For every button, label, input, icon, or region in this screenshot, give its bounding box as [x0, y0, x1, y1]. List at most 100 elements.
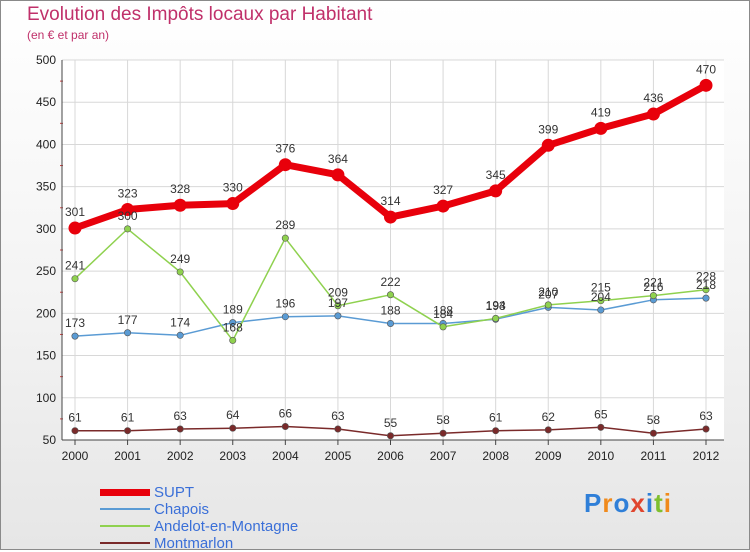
chart-title: Evolution des Impôts locaux par Habitant: [27, 4, 373, 25]
data-point: [229, 336, 237, 344]
data-label: 168: [223, 320, 243, 334]
data-label: 376: [275, 142, 295, 156]
data-point: [334, 312, 342, 320]
data-point: [386, 291, 394, 299]
data-label: 66: [279, 406, 293, 420]
data-point: [492, 427, 500, 435]
data-point: [649, 429, 657, 437]
data-label: 197: [328, 296, 348, 310]
data-label: 327: [433, 183, 453, 197]
x-tick-label: 2012: [693, 449, 720, 463]
data-point: [331, 168, 345, 182]
data-label: 61: [121, 411, 135, 425]
data-point: [68, 221, 82, 235]
data-point: [281, 234, 289, 242]
x-tick-label: 2004: [272, 449, 299, 463]
data-label: 65: [594, 407, 608, 421]
x-tick-label: 2002: [167, 449, 194, 463]
data-point: [649, 292, 657, 300]
y-tick-label: 100: [36, 391, 56, 405]
data-point: [544, 426, 552, 434]
data-label: 61: [68, 411, 82, 425]
legend-label: SUPT: [154, 484, 195, 501]
legend-label: Andelot-en-Montagne: [154, 518, 299, 535]
data-label: 188: [380, 303, 400, 317]
data-point: [281, 313, 289, 321]
data-point: [386, 319, 394, 327]
x-tick-label: 2007: [430, 449, 457, 463]
data-label: 241: [65, 259, 85, 273]
data-point: [597, 423, 605, 431]
x-tick-label: 2005: [325, 449, 352, 463]
data-label: 218: [696, 278, 716, 292]
data-point: [702, 286, 710, 294]
legend-swatch: [100, 542, 150, 544]
data-label: 204: [591, 290, 611, 304]
data-point: [699, 78, 713, 92]
data-label: 249: [170, 252, 190, 266]
data-point: [436, 199, 450, 213]
data-point: [124, 329, 132, 337]
data-label: 61: [489, 411, 503, 425]
x-tick-label: 2003: [219, 449, 246, 463]
data-point: [229, 424, 237, 432]
data-label: 207: [538, 287, 558, 301]
data-label: 174: [170, 315, 190, 329]
data-label: 289: [275, 218, 295, 232]
data-point: [71, 332, 79, 340]
data-label: 196: [275, 297, 295, 311]
legend-label: Montmarlon: [154, 535, 234, 552]
data-point: [594, 121, 608, 135]
data-point: [386, 432, 394, 440]
data-label: 215: [591, 281, 611, 295]
data-point: [281, 422, 289, 430]
data-point: [492, 314, 500, 322]
data-point: [176, 268, 184, 276]
data-label: 55: [384, 416, 398, 430]
data-label: 221: [643, 276, 663, 290]
y-tick-label: 500: [36, 53, 56, 67]
y-tick-label: 400: [36, 137, 56, 151]
legend-swatch: [100, 525, 150, 527]
data-point: [71, 275, 79, 283]
data-point: [646, 107, 660, 121]
data-label: 210: [538, 285, 558, 299]
data-label: 216: [643, 280, 663, 294]
y-tick-label: 50: [43, 433, 57, 447]
data-label: 63: [699, 409, 713, 423]
x-tick-label: 2001: [114, 449, 141, 463]
data-label: 364: [328, 152, 348, 166]
x-tick-label: 2009: [535, 449, 562, 463]
data-label: 301: [65, 205, 85, 219]
data-point: [702, 425, 710, 433]
data-point: [334, 425, 342, 433]
data-point: [278, 158, 292, 172]
data-label: 314: [380, 194, 400, 208]
y-tick-label: 350: [36, 180, 56, 194]
data-label: 63: [331, 409, 345, 423]
data-label: 300: [118, 209, 138, 223]
x-tick-label: 2010: [587, 449, 614, 463]
data-label: 209: [328, 286, 348, 300]
data-label: 189: [223, 303, 243, 317]
data-point: [384, 210, 397, 224]
data-label: 58: [647, 413, 661, 427]
data-point: [176, 331, 184, 339]
data-label: 177: [118, 313, 138, 327]
data-label: 64: [226, 408, 240, 422]
data-point: [439, 323, 447, 331]
x-tick-label: 2006: [377, 449, 404, 463]
data-point: [702, 294, 710, 302]
x-tick-label: 2011: [641, 449, 667, 463]
legend-swatch: [100, 488, 150, 496]
data-point: [176, 425, 184, 433]
data-point: [124, 427, 132, 435]
data-point: [229, 319, 237, 327]
legend-swatch: [100, 508, 150, 510]
data-point: [597, 297, 605, 305]
data-label: 173: [65, 316, 85, 330]
data-point: [226, 197, 240, 211]
data-label: 188: [433, 303, 453, 317]
data-label: 62: [542, 410, 556, 424]
